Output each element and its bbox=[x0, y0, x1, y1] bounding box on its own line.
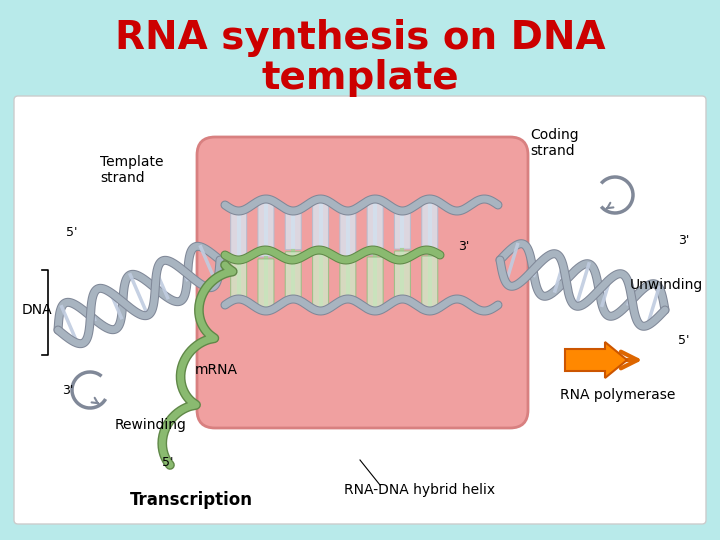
Text: Template
strand: Template strand bbox=[100, 155, 163, 185]
FancyBboxPatch shape bbox=[395, 212, 410, 249]
FancyArrow shape bbox=[565, 342, 627, 378]
FancyBboxPatch shape bbox=[395, 251, 410, 298]
FancyBboxPatch shape bbox=[340, 261, 356, 298]
Text: RNA-DNA hybrid helix: RNA-DNA hybrid helix bbox=[344, 483, 495, 497]
FancyBboxPatch shape bbox=[367, 200, 383, 255]
Text: RNA synthesis on DNA: RNA synthesis on DNA bbox=[114, 19, 606, 57]
FancyBboxPatch shape bbox=[258, 200, 274, 257]
FancyBboxPatch shape bbox=[312, 200, 328, 252]
Text: 3': 3' bbox=[678, 233, 689, 246]
FancyBboxPatch shape bbox=[340, 212, 356, 259]
Text: 5': 5' bbox=[66, 226, 78, 240]
Text: RNA polymerase: RNA polymerase bbox=[560, 388, 675, 402]
FancyBboxPatch shape bbox=[230, 260, 247, 298]
FancyBboxPatch shape bbox=[258, 259, 274, 310]
FancyBboxPatch shape bbox=[197, 137, 528, 428]
Text: Transcription: Transcription bbox=[130, 491, 253, 509]
FancyBboxPatch shape bbox=[285, 252, 301, 298]
Text: mRNA: mRNA bbox=[195, 363, 238, 377]
Text: Unwinding: Unwinding bbox=[630, 278, 703, 292]
Text: 5': 5' bbox=[162, 456, 174, 469]
Text: 3': 3' bbox=[63, 383, 73, 396]
FancyBboxPatch shape bbox=[14, 96, 706, 524]
Text: 3': 3' bbox=[458, 240, 469, 253]
Text: Coding
strand: Coding strand bbox=[530, 128, 579, 158]
FancyBboxPatch shape bbox=[422, 256, 438, 310]
FancyBboxPatch shape bbox=[422, 200, 438, 254]
FancyBboxPatch shape bbox=[312, 254, 328, 310]
FancyBboxPatch shape bbox=[367, 257, 383, 310]
FancyBboxPatch shape bbox=[230, 212, 247, 258]
Text: template: template bbox=[261, 59, 459, 97]
Text: 5': 5' bbox=[678, 334, 690, 347]
FancyBboxPatch shape bbox=[285, 212, 301, 249]
Text: DNA: DNA bbox=[22, 303, 53, 317]
Text: Rewinding: Rewinding bbox=[115, 418, 187, 432]
